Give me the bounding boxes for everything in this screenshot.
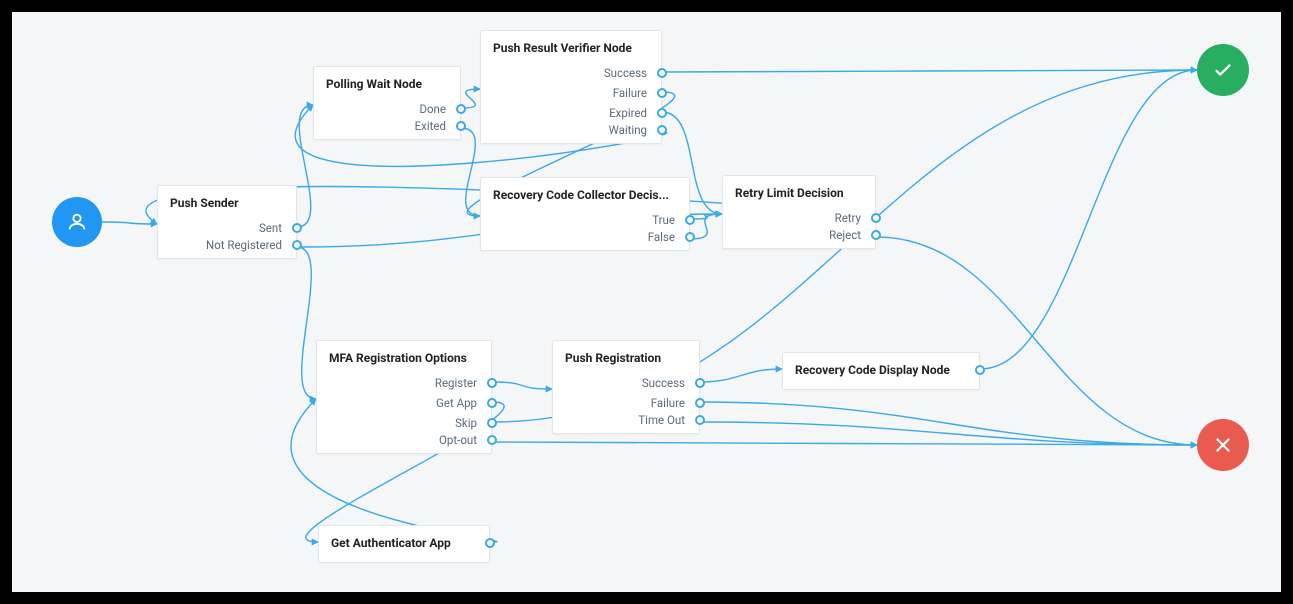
node-push-registration[interactable]: Push Registration Success Failure Time O… xyxy=(552,340,700,434)
success-end-node[interactable] xyxy=(1197,44,1249,96)
port-dot-icon[interactable] xyxy=(456,121,466,131)
port-dot-icon[interactable] xyxy=(487,398,497,408)
port-dot-icon[interactable] xyxy=(695,378,705,388)
port-dot-icon[interactable] xyxy=(487,418,497,428)
port-exited[interactable]: Exited xyxy=(314,119,460,139)
edge xyxy=(700,422,1197,445)
node-title: Recovery Code Collector Decis... xyxy=(481,178,689,210)
node-title: MFA Registration Options xyxy=(317,341,491,373)
node-title: Push Result Verifier Node xyxy=(481,31,661,63)
port-dot-icon[interactable] xyxy=(292,240,302,250)
node-get-authenticator-app[interactable]: Get Authenticator App xyxy=(318,525,490,563)
port-time-out[interactable]: Time Out xyxy=(553,413,699,433)
port-dot-icon[interactable] xyxy=(685,232,695,242)
port-true[interactable]: True xyxy=(481,210,689,230)
edge xyxy=(662,70,1197,72)
close-icon xyxy=(1212,434,1234,456)
check-icon xyxy=(1212,59,1234,81)
edge xyxy=(980,70,1197,369)
port-success[interactable]: Success xyxy=(553,373,699,393)
port-dot-icon[interactable] xyxy=(485,538,495,548)
port-dot-icon[interactable] xyxy=(975,365,985,375)
node-title: Recovery Code Display Node xyxy=(783,353,974,385)
node-retry-limit-decision[interactable]: Retry Limit Decision Retry Reject xyxy=(722,175,876,249)
edge xyxy=(700,369,782,382)
port-done[interactable]: Done xyxy=(314,99,460,119)
port-dot-icon[interactable] xyxy=(695,398,705,408)
user-icon xyxy=(66,211,88,233)
port-opt-out[interactable]: Opt-out xyxy=(317,433,491,453)
port-dot-icon[interactable] xyxy=(871,230,881,240)
port-failure[interactable]: Failure xyxy=(481,83,661,103)
port-expired[interactable]: Expired xyxy=(481,103,661,123)
edge xyxy=(492,382,552,389)
port-register[interactable]: Register xyxy=(317,373,491,393)
port-reject[interactable]: Reject xyxy=(723,228,875,248)
port-dot-icon[interactable] xyxy=(695,415,705,425)
port-failure[interactable]: Failure xyxy=(553,393,699,413)
edge xyxy=(297,105,313,227)
node-push-sender[interactable]: Push Sender Sent Not Registered xyxy=(157,185,297,259)
port-dot-icon[interactable] xyxy=(685,215,695,225)
node-title: Push Sender xyxy=(158,186,296,218)
node-recovery-code-decision[interactable]: Recovery Code Collector Decis... True Fa… xyxy=(480,177,690,251)
port-dot-icon[interactable] xyxy=(871,213,881,223)
edge xyxy=(461,128,480,216)
edge xyxy=(876,237,1197,445)
port-dot-icon[interactable] xyxy=(657,68,667,78)
port-skip[interactable]: Skip xyxy=(317,413,491,433)
node-title: Retry Limit Decision xyxy=(723,176,875,208)
node-title: Push Registration xyxy=(553,341,699,373)
port-not-registered[interactable]: Not Registered xyxy=(158,238,296,258)
node-polling-wait[interactable]: Polling Wait Node Done Exited xyxy=(313,66,461,140)
edge xyxy=(700,402,1197,445)
port-retry[interactable]: Retry xyxy=(723,208,875,228)
flow-canvas[interactable]: Push Sender Sent Not Registered Polling … xyxy=(12,12,1281,592)
port-success[interactable]: Success xyxy=(481,63,661,83)
port-dot-icon[interactable] xyxy=(657,125,667,135)
edge xyxy=(492,442,1197,445)
port-waiting[interactable]: Waiting xyxy=(481,123,661,143)
port-dot-icon[interactable] xyxy=(657,108,667,118)
node-title: Get Authenticator App xyxy=(319,526,475,558)
node-push-result-verifier[interactable]: Push Result Verifier Node Success Failur… xyxy=(480,30,662,144)
port-dot-icon[interactable] xyxy=(456,104,466,114)
node-title: Polling Wait Node xyxy=(314,67,460,99)
fail-end-node[interactable] xyxy=(1197,419,1249,471)
port-get-app[interactable]: Get App xyxy=(317,393,491,413)
start-node[interactable] xyxy=(52,197,102,247)
port-false[interactable]: False xyxy=(481,230,689,250)
port-dot-icon[interactable] xyxy=(487,378,497,388)
port-sent[interactable]: Sent xyxy=(158,218,296,238)
port-dot-icon[interactable] xyxy=(487,435,497,445)
edge xyxy=(102,222,157,224)
port-dot-icon[interactable] xyxy=(292,223,302,233)
node-mfa-registration-options[interactable]: MFA Registration Options Register Get Ap… xyxy=(316,340,492,454)
edge xyxy=(297,247,316,399)
port-dot-icon[interactable] xyxy=(657,88,667,98)
node-recovery-code-display[interactable]: Recovery Code Display Node xyxy=(782,352,980,390)
